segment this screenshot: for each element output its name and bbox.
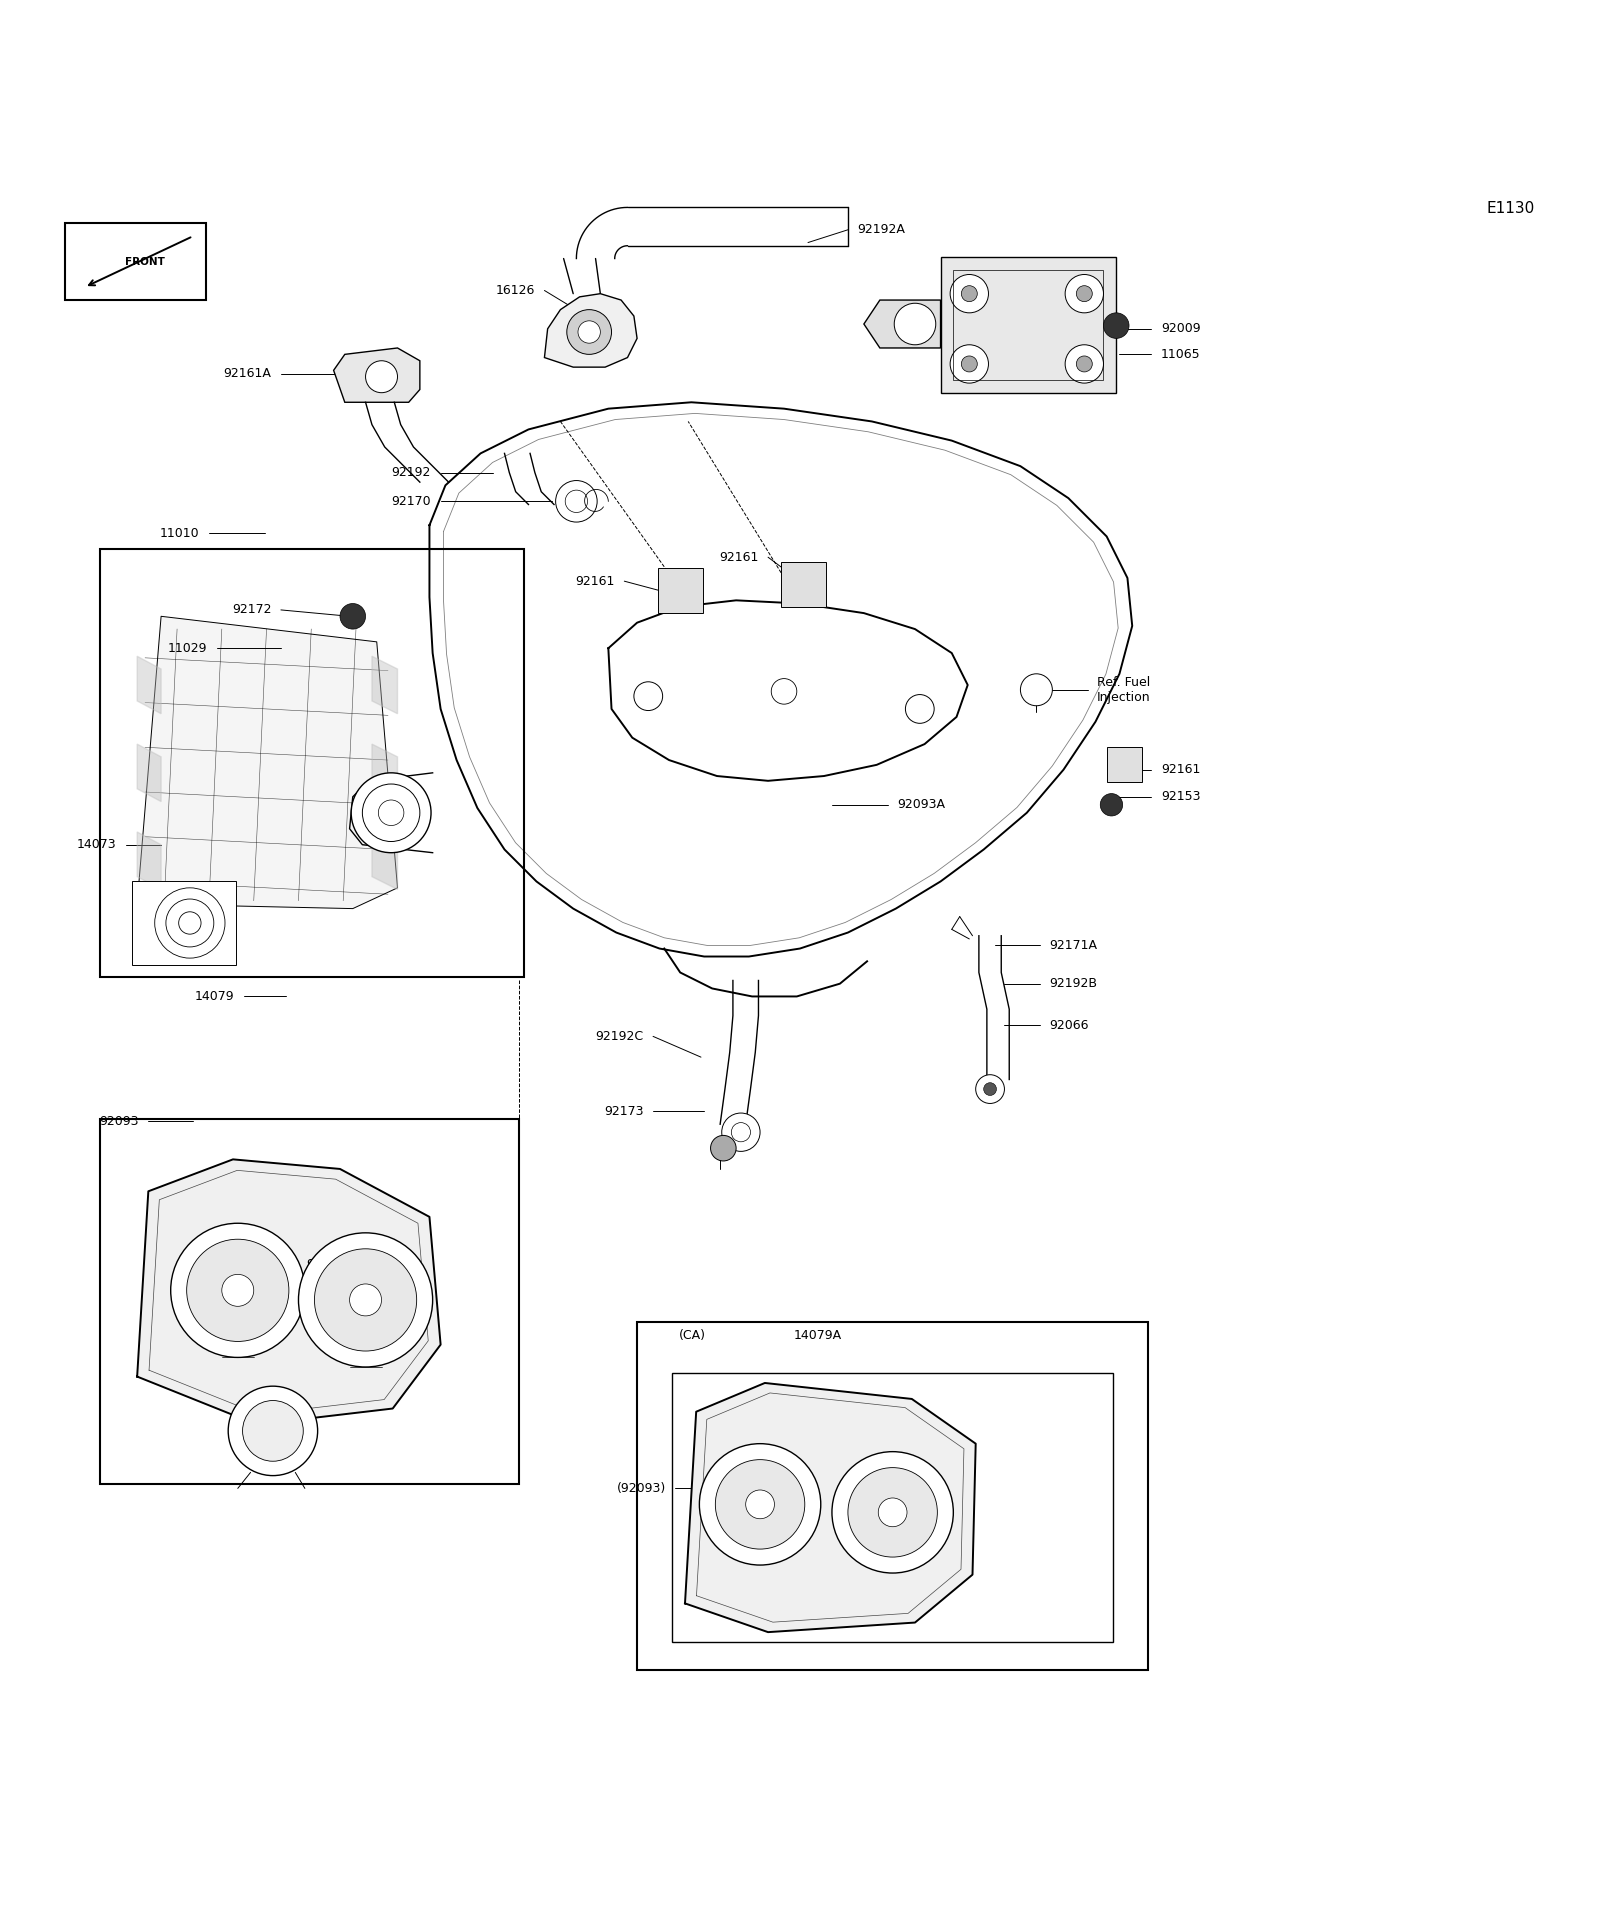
Text: 92161: 92161: [718, 550, 758, 563]
Text: 92161A: 92161A: [224, 367, 272, 380]
Polygon shape: [138, 745, 162, 802]
Circle shape: [1066, 345, 1104, 384]
Circle shape: [710, 1136, 736, 1161]
Text: 92192A: 92192A: [858, 224, 906, 235]
Polygon shape: [138, 656, 162, 714]
Text: 92192: 92192: [392, 467, 430, 478]
Circle shape: [155, 887, 226, 959]
Text: 16126: 16126: [496, 284, 534, 297]
Text: 92192C: 92192C: [595, 1030, 643, 1044]
Circle shape: [746, 1489, 774, 1518]
Circle shape: [894, 303, 936, 345]
Text: E1130: E1130: [1486, 201, 1534, 216]
Circle shape: [1066, 274, 1104, 312]
Circle shape: [962, 285, 978, 301]
Circle shape: [1077, 357, 1093, 372]
Text: 92173: 92173: [603, 1105, 643, 1119]
Text: Ref. Fuel
Injection: Ref. Fuel Injection: [1098, 675, 1150, 704]
Circle shape: [222, 1275, 254, 1306]
Circle shape: [1104, 312, 1130, 338]
Bar: [101, 550, 523, 978]
Text: 92009: 92009: [1162, 322, 1200, 336]
Bar: [941, 257, 1117, 394]
Text: 92161: 92161: [1162, 764, 1200, 775]
Bar: [781, 561, 826, 608]
Circle shape: [962, 357, 978, 372]
Text: 14079A: 14079A: [794, 1329, 842, 1341]
Polygon shape: [138, 831, 162, 889]
Circle shape: [715, 1460, 805, 1549]
Circle shape: [365, 361, 397, 394]
Text: 92161: 92161: [576, 575, 614, 588]
Polygon shape: [371, 656, 397, 714]
Text: 92192B: 92192B: [1050, 978, 1098, 990]
Circle shape: [349, 1285, 381, 1316]
Circle shape: [315, 1248, 416, 1350]
Text: 14079: 14079: [195, 990, 235, 1003]
Circle shape: [976, 1074, 1005, 1103]
Bar: [672, 1373, 1114, 1642]
Circle shape: [1101, 793, 1123, 816]
Bar: [1107, 747, 1142, 783]
Bar: [658, 569, 702, 613]
Circle shape: [634, 681, 662, 710]
Text: 14073: 14073: [77, 839, 117, 851]
Circle shape: [339, 604, 365, 629]
Circle shape: [878, 1499, 907, 1526]
Circle shape: [187, 1238, 290, 1341]
Text: 92171: 92171: [307, 1258, 346, 1271]
Text: 92172: 92172: [232, 604, 272, 617]
Polygon shape: [544, 293, 637, 367]
Circle shape: [243, 1400, 304, 1462]
Circle shape: [166, 899, 214, 947]
Polygon shape: [685, 1383, 976, 1632]
Circle shape: [362, 783, 419, 841]
Circle shape: [731, 1123, 750, 1142]
Circle shape: [848, 1468, 938, 1557]
Polygon shape: [138, 1159, 440, 1424]
Text: 92153: 92153: [1162, 791, 1200, 802]
Bar: [954, 270, 1104, 380]
Circle shape: [171, 1223, 306, 1358]
Circle shape: [984, 1082, 997, 1096]
Text: 11029: 11029: [168, 642, 208, 654]
Text: 11010: 11010: [160, 527, 200, 540]
Bar: [101, 1119, 518, 1483]
Circle shape: [950, 345, 989, 384]
Circle shape: [578, 320, 600, 343]
Bar: [133, 882, 237, 964]
Circle shape: [906, 694, 934, 723]
Bar: [66, 224, 206, 301]
Text: (92093): (92093): [616, 1481, 666, 1495]
Circle shape: [179, 912, 202, 934]
Circle shape: [566, 311, 611, 355]
Circle shape: [378, 801, 403, 826]
Text: 92066: 92066: [1050, 1019, 1088, 1032]
Circle shape: [555, 480, 597, 523]
Polygon shape: [371, 831, 397, 889]
Text: 92093: 92093: [99, 1115, 139, 1128]
Polygon shape: [138, 615, 397, 909]
Bar: [637, 1321, 1149, 1671]
Circle shape: [771, 679, 797, 704]
Circle shape: [1077, 285, 1093, 301]
Text: 92170: 92170: [392, 496, 430, 507]
Text: 92171A: 92171A: [1050, 939, 1098, 951]
Polygon shape: [334, 347, 419, 403]
Polygon shape: [371, 745, 397, 802]
Circle shape: [950, 274, 989, 312]
Circle shape: [299, 1233, 432, 1368]
Polygon shape: [864, 301, 941, 347]
Text: FRONT: FRONT: [125, 257, 165, 266]
Circle shape: [832, 1453, 954, 1572]
Text: 92093A: 92093A: [898, 799, 946, 812]
Circle shape: [699, 1443, 821, 1564]
Text: 11065: 11065: [1162, 347, 1200, 361]
Circle shape: [1021, 673, 1053, 706]
Text: (CA): (CA): [678, 1329, 706, 1341]
Circle shape: [565, 490, 587, 513]
Circle shape: [229, 1387, 318, 1476]
Circle shape: [350, 774, 430, 853]
Circle shape: [722, 1113, 760, 1152]
